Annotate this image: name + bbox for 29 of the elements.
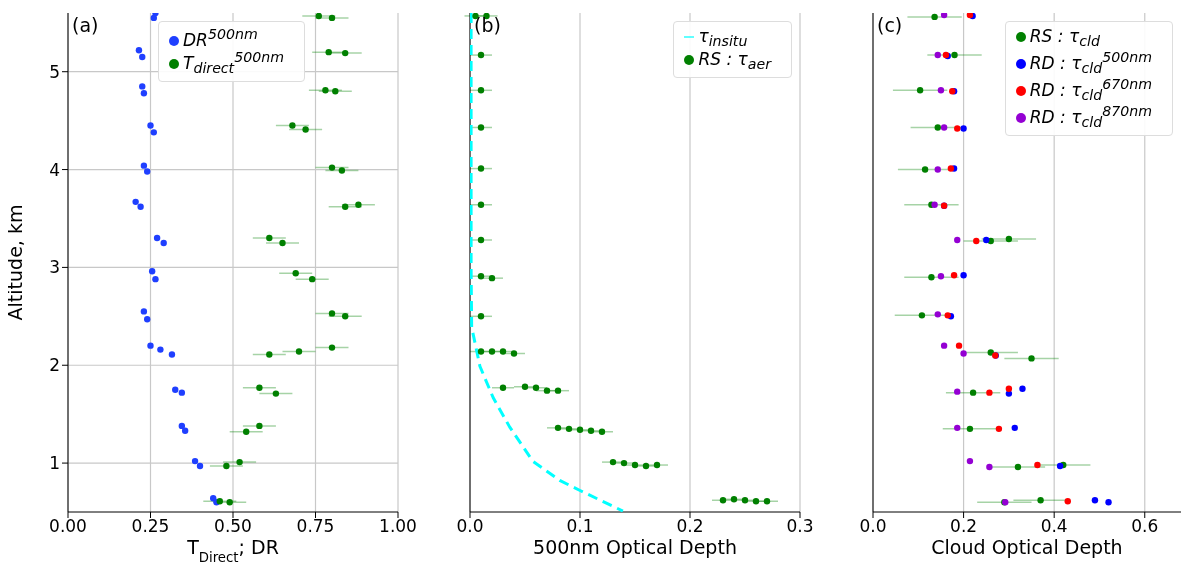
x-tick-label: 0.50: [214, 516, 252, 537]
y-tick-label: 5: [49, 61, 60, 82]
legend-label: DR$^{500nm}$: [183, 26, 258, 50]
annotation: (a): [72, 14, 99, 36]
annotation: (b): [474, 14, 501, 36]
x-tick-label: 0.75: [296, 516, 335, 537]
x-tick-label: 0.4: [1040, 516, 1068, 537]
annotation: (c): [877, 14, 903, 36]
legend-label: RS : τ$_{cld}$: [1029, 26, 1100, 50]
y-tick-label: 3: [49, 257, 60, 278]
y-tick-label: 1: [49, 453, 60, 474]
x-tick-label: 0.1: [566, 516, 594, 537]
x-tick-label: 0.0: [456, 516, 484, 537]
x-tick-label: 0.2: [676, 516, 704, 537]
x-tick-label: 0.0: [859, 516, 887, 537]
x-tick-label: 0.3: [786, 516, 814, 537]
y-tick-label: 4: [49, 159, 60, 180]
x-axis-title: Cloud Optical Depth: [931, 536, 1123, 558]
y-axis-title: Altitude, km: [4, 204, 26, 321]
x-tick-label: 0.2: [950, 516, 978, 537]
x-tick-label: 0.25: [131, 516, 170, 537]
x-tick-label: 0.00: [49, 516, 87, 537]
x-tick-label: 0.6: [1131, 516, 1159, 537]
legend-label: τ$_{insitu}$: [698, 26, 748, 50]
x-axis-title: T$_{Direct}$; DR: [186, 536, 279, 565]
x-tick-label: 1.00: [379, 516, 417, 537]
y-tick-label: 2: [49, 355, 60, 376]
legend-label: RS : τ$_{aer}$: [698, 49, 771, 73]
x-axis-title: 500nm Optical Depth: [533, 536, 737, 558]
